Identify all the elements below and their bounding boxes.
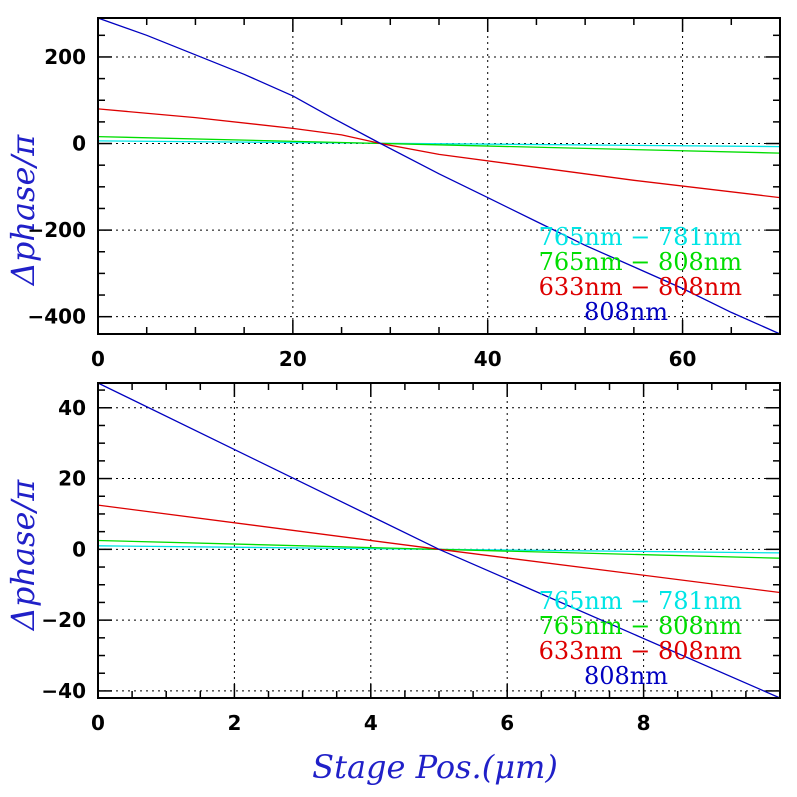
top-series-line-1 <box>98 135 780 154</box>
top-y-tick-label: 0 <box>72 132 86 156</box>
top-legend-entry-2: 633nm − 808nm <box>539 273 743 301</box>
bottom-legend-entry-0: 765nm − 781nm <box>539 587 743 615</box>
top-x-tick-label: 60 <box>669 347 697 371</box>
top-y-tick-label: −200 <box>27 218 86 242</box>
top-legend-entry-0: 765nm − 781nm <box>539 223 743 251</box>
top-series-line-2 <box>98 108 780 199</box>
top-plot-frame <box>97 17 781 335</box>
top-x-tick-label: 0 <box>91 347 105 371</box>
bottom-legend-entry-2: 633nm − 808nm <box>539 637 743 665</box>
top-x-tick-label: 20 <box>279 347 307 371</box>
bottom-x-tick-label: 2 <box>227 711 241 735</box>
bottom-plot-frame <box>97 382 781 699</box>
top-y-axis-label: Δphase/π <box>4 134 42 287</box>
bottom-x-tick-label: 4 <box>364 711 378 735</box>
bottom-series-line-3 <box>98 383 780 698</box>
top-series-line-3 <box>98 18 780 334</box>
bottom-x-tick-label: 6 <box>500 711 514 735</box>
x-axis-label: Stage Pos.(μm) <box>312 748 558 786</box>
bottom-legend-entry-1: 765nm − 808nm <box>539 612 743 640</box>
bottom-y-tick-label: −40 <box>41 679 86 703</box>
top-legend-entry-1: 765nm − 808nm <box>539 248 743 276</box>
bottom-legend-entry-3: 808nm <box>584 662 668 690</box>
bottom-y-axis-label: Δphase/π <box>4 479 42 632</box>
top-y-tick-label: 200 <box>44 45 86 69</box>
bottom-y-tick-label: 40 <box>58 396 86 420</box>
top-y-tick-label: −400 <box>27 305 86 329</box>
bottom-y-tick-label: −20 <box>41 608 86 632</box>
top-series-line-0 <box>98 140 780 148</box>
bottom-x-tick-label: 8 <box>637 711 651 735</box>
top-x-tick-label: 40 <box>474 347 502 371</box>
bottom-x-tick-label: 0 <box>91 711 105 735</box>
bottom-y-tick-label: 20 <box>58 467 86 491</box>
top-legend-entry-3: 808nm <box>584 298 668 326</box>
bottom-y-tick-label: 0 <box>72 537 86 561</box>
